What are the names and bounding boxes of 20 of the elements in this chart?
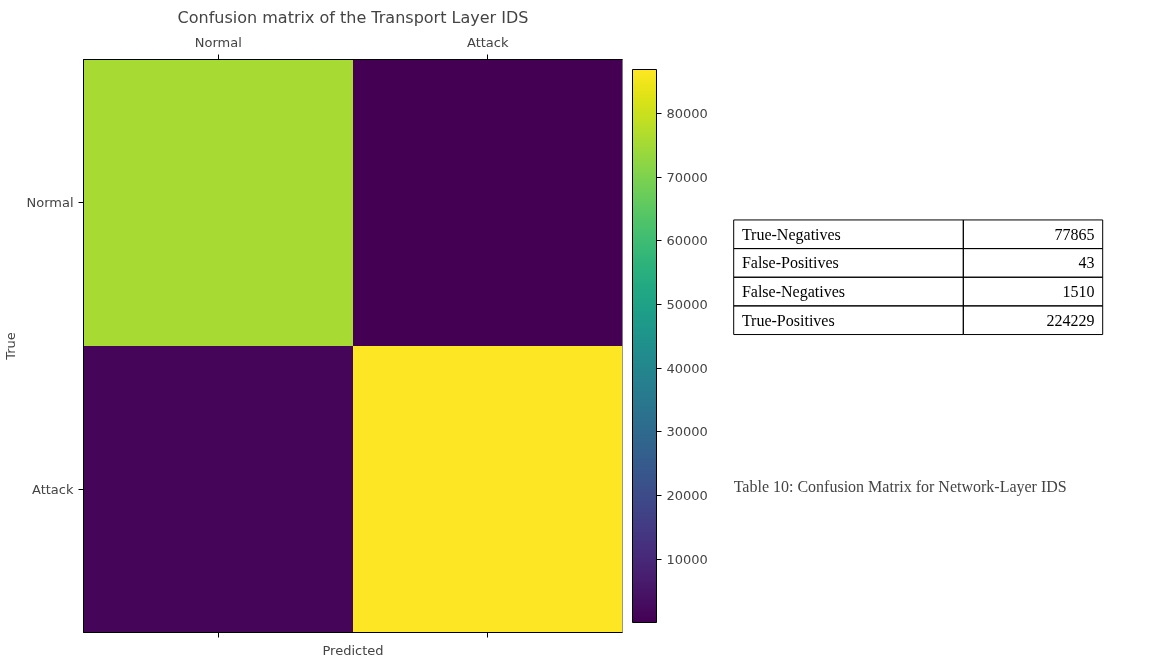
category-label: False-Negatives	[741, 283, 845, 302]
color-bar-label: 40000	[666, 360, 708, 376]
color-bar-label: 60000	[666, 233, 708, 249]
color-bar-label: 70000	[666, 169, 708, 185]
color-bar-label: 10000	[666, 551, 708, 567]
x-axis-title: Predicted	[322, 642, 384, 658]
y-axis-title: True	[3, 332, 19, 361]
caption: Table 10: Confusion Matrix for Network-Layer IDS	[733, 477, 1067, 496]
chart-title: Confusion matrix of the Transport Layer IDS	[177, 7, 529, 27]
color-bar-label: 80000	[666, 105, 708, 121]
category-label: True-Positives	[741, 311, 835, 329]
data-label: 77865	[1054, 225, 1095, 243]
color-bar-label: 20000	[666, 487, 708, 503]
category-label: True-Negatives	[741, 225, 841, 244]
category-label: False-Positives	[741, 254, 839, 272]
color-bar-label: 50000	[666, 296, 708, 312]
data-label: 224229	[1046, 311, 1095, 329]
data-label: 1510	[1062, 283, 1095, 301]
color-bar-label: 30000	[666, 424, 708, 440]
data-label: 43	[1078, 254, 1095, 272]
